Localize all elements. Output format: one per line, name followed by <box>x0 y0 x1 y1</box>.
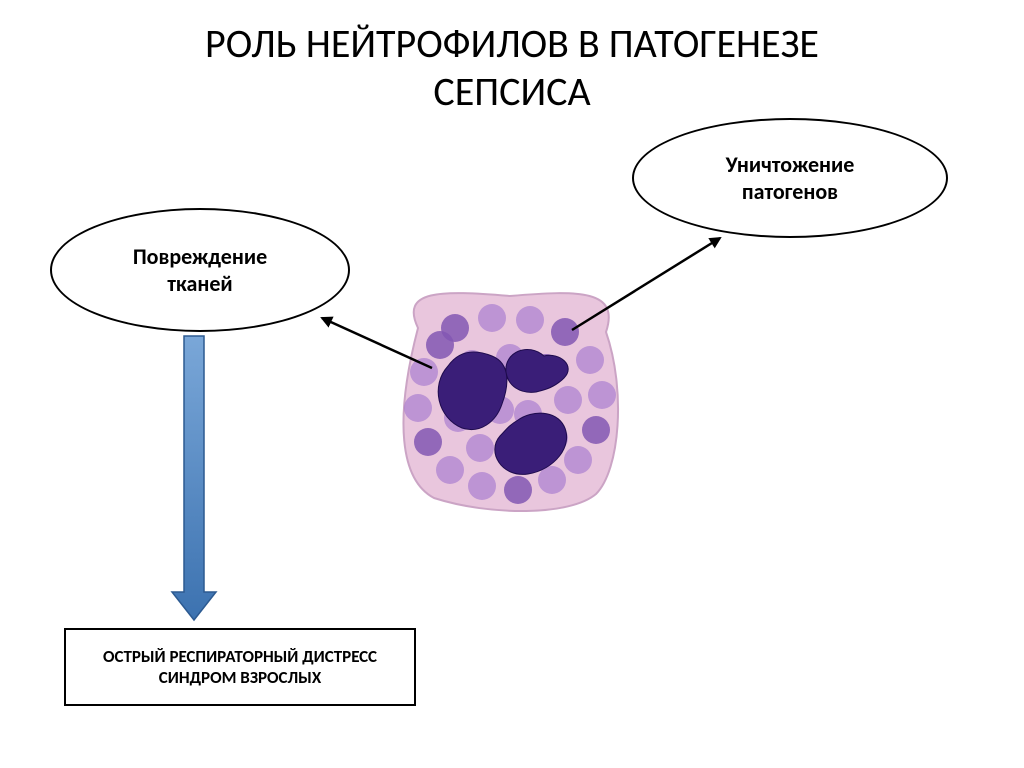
title-line-1: РОЛЬ НЕЙТРОФИЛОВ В ПАТОГЕНЕЗЕ <box>0 20 1024 68</box>
page-title: РОЛЬ НЕЙТРОФИЛОВ В ПАТОГЕНЕЗЕ СЕПСИСА <box>0 20 1024 116</box>
node-destroy-pathogens: Уничтожениепатогенов <box>632 118 948 238</box>
node-ards-label: ОСТРЫЙ РЕСПИРАТОРНЫЙ ДИСТРЕСССИНДРОМ ВЗР… <box>103 646 377 688</box>
node-tissue-damage: Повреждениетканей <box>50 208 350 332</box>
neutrophil-svg <box>380 270 640 530</box>
node-ards: ОСТРЫЙ РЕСПИРАТОРНЫЙ ДИСТРЕСССИНДРОМ ВЗР… <box>64 628 416 706</box>
neutrophil-cell <box>380 270 640 535</box>
diagram-stage: РОЛЬ НЕЙТРОФИЛОВ В ПАТОГЕНЕЗЕ СЕПСИСА По… <box>0 0 1024 768</box>
node-destroy-pathogens-label: Уничтожениепатогенов <box>726 151 855 205</box>
title-line-2: СЕПСИСА <box>0 68 1024 116</box>
node-tissue-damage-label: Повреждениетканей <box>133 243 267 297</box>
